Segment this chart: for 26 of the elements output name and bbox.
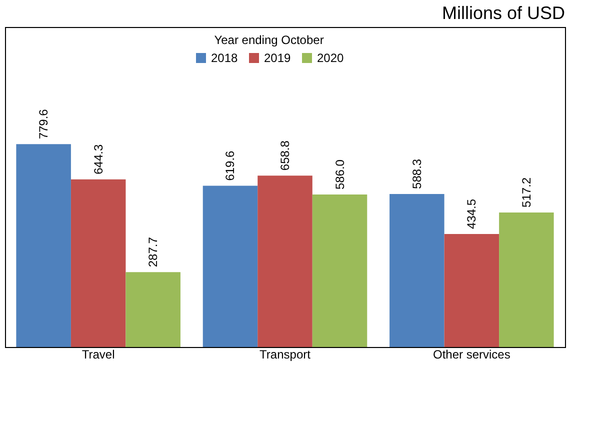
bar xyxy=(202,186,258,347)
bar xyxy=(126,272,180,347)
data-label: 517.2 xyxy=(519,177,534,208)
bar xyxy=(16,144,71,347)
x-tick-label: Other services xyxy=(432,348,510,362)
data-label: 588.3 xyxy=(410,158,424,189)
legend-label: 2020 xyxy=(317,51,344,65)
data-label: 619.6 xyxy=(223,150,238,181)
bar xyxy=(312,194,368,347)
data-label: 287.7 xyxy=(146,236,160,268)
data-label: 644.3 xyxy=(91,144,106,174)
bar xyxy=(258,176,312,347)
bar xyxy=(499,212,554,347)
bar xyxy=(70,179,126,347)
bar xyxy=(444,234,500,347)
legend-label: 2019 xyxy=(264,51,292,65)
y-axis-title: Millions of USD xyxy=(442,3,565,23)
bar xyxy=(390,194,444,347)
data-label: 586.0 xyxy=(332,159,347,190)
x-tick-label: Travel xyxy=(82,348,115,362)
data-label: 658.8 xyxy=(278,140,292,171)
x-tick-label: Transport xyxy=(260,348,312,362)
legend-label: 2018 xyxy=(211,51,238,65)
data-label: 779.6 xyxy=(36,108,51,140)
data-label: 434.5 xyxy=(464,198,479,229)
legend-title: Year ending October xyxy=(214,33,324,47)
